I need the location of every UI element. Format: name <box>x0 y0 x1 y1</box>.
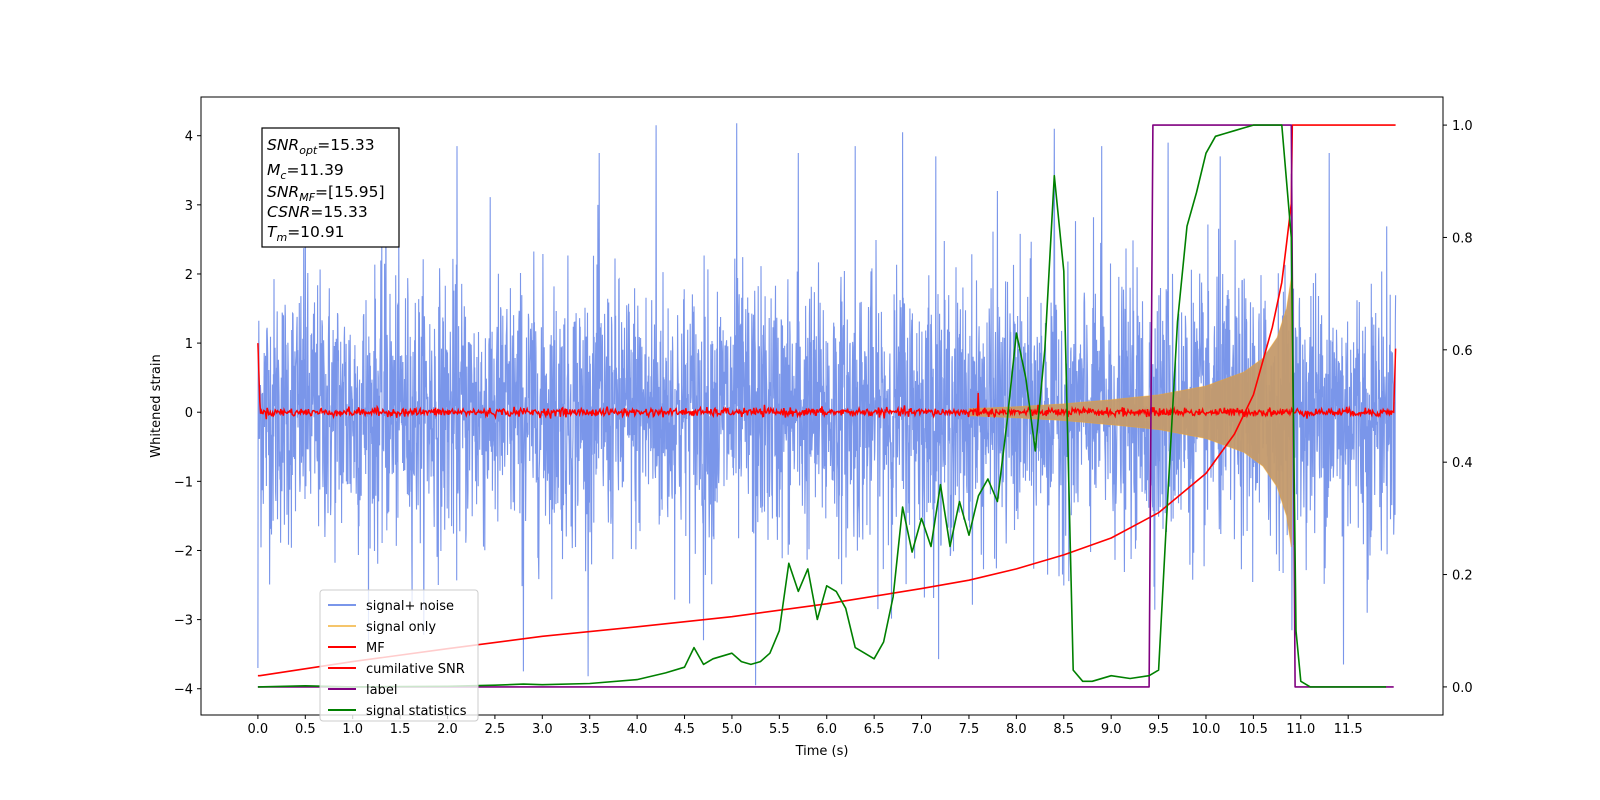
y2-tick-label: 0.8 <box>1452 231 1473 246</box>
x-axis-label: Time (s) <box>795 744 849 759</box>
x-tick-label: 1.0 <box>342 722 363 737</box>
x-tick-label: 7.0 <box>911 722 932 737</box>
annotation-snr-opt: SNRopt=15.33 <box>267 136 375 157</box>
x-tick-label: 6.0 <box>816 722 837 737</box>
y-tick-label: 2 <box>185 268 193 283</box>
legend-label: MF <box>366 641 385 656</box>
x-tick-label: 4.5 <box>674 722 695 737</box>
y-tick-label: −3 <box>174 614 193 629</box>
y2-tick-label: 0.0 <box>1452 681 1473 696</box>
legend-label: cumilative SNR <box>366 662 465 677</box>
x-tick-label: 11.5 <box>1334 722 1363 737</box>
y2-tick-label: 0.2 <box>1452 569 1473 584</box>
x-tick-label: 7.5 <box>959 722 980 737</box>
y-tick-label: −4 <box>174 683 193 698</box>
annotation-csnr: CSNR=15.33 <box>267 203 368 221</box>
x-tick-label: 0.0 <box>248 722 269 737</box>
x-axis: 0.0 0.5 1.0 1.5 2.0 2.5 3.0 3.5 4.0 4.5 5.0 5.5 6.0 6… <box>248 715 1363 737</box>
y2-tick-label: 0.6 <box>1452 344 1473 359</box>
x-tick-label: 1.5 <box>390 722 411 737</box>
x-tick-label: 0.5 <box>295 722 316 737</box>
x-tick-label: 2.5 <box>485 722 506 737</box>
legend-label: label <box>366 683 397 698</box>
y-tick-label: −1 <box>174 475 193 490</box>
plot-area <box>257 123 1397 688</box>
x-tick-label: 8.5 <box>1053 722 1074 737</box>
annotation-snr-mf: SNRMF=[15.95] <box>267 183 385 204</box>
y2-tick-label: 0.4 <box>1452 456 1473 471</box>
annotation-frame <box>261 127 400 248</box>
axes-frame <box>200 96 1444 716</box>
x-tick-label: 10.0 <box>1192 722 1221 737</box>
legend: signal+ noise signal only MF cumilative SNR… <box>319 589 479 722</box>
x-tick-label: 3.5 <box>579 722 600 737</box>
y-tick-label: 0 <box>185 406 193 421</box>
legend-label: signal+ noise <box>366 599 454 614</box>
legend-label: signal statistics <box>366 704 467 719</box>
stats-annotation-box: SNRopt=15.33 Mc=11.39 SNRMF=[15.95] CSNR… <box>261 127 400 248</box>
x-tick-label: 2.0 <box>437 722 458 737</box>
x-tick-label: 4.0 <box>627 722 648 737</box>
series-signal-statistics-line <box>257 124 1387 688</box>
y-axis-label: Whitened strain <box>149 354 164 457</box>
x-tick-label: 11.0 <box>1286 722 1315 737</box>
x-tick-label: 3.0 <box>532 722 553 737</box>
x-tick-label: 8.0 <box>1006 722 1027 737</box>
y2-tick-label: 1.0 <box>1452 119 1473 134</box>
x-tick-label: 6.5 <box>864 722 885 737</box>
legend-frame <box>319 589 479 722</box>
series-cumulative-snr-line <box>257 124 1396 677</box>
y-tick-label: −2 <box>174 544 193 559</box>
y-tick-label: 4 <box>185 130 193 145</box>
series-mf-line <box>257 343 1397 420</box>
x-tick-label: 9.5 <box>1148 722 1169 737</box>
y-axis-left: 4 3 2 1 0 −1 −2 −3 −4 <box>174 130 201 698</box>
legend-label: signal only <box>366 620 436 635</box>
x-tick-label: 9.0 <box>1101 722 1122 737</box>
annotation-mc: Mc=11.39 <box>267 161 344 182</box>
y-tick-label: 1 <box>185 337 193 352</box>
y-axis-right: 1.0 0.8 0.6 0.4 0.2 0.0 <box>1443 119 1473 696</box>
series-signal-noise-line <box>257 123 1397 686</box>
x-tick-label: 5.0 <box>722 722 743 737</box>
annotation-tm: Tm=10.91 <box>267 223 345 244</box>
y-tick-label: 3 <box>185 199 193 214</box>
x-tick-label: 5.5 <box>769 722 790 737</box>
x-tick-label: 10.5 <box>1239 722 1268 737</box>
